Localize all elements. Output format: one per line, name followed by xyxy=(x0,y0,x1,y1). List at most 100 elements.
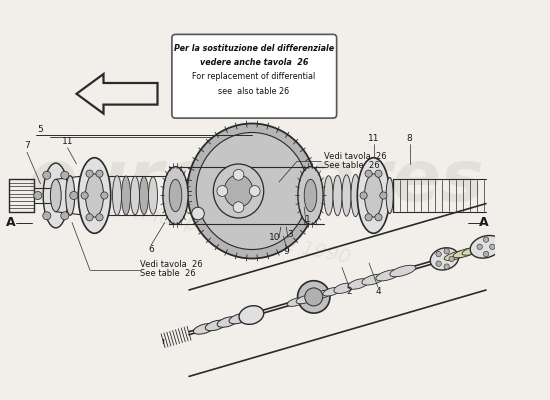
Text: 7: 7 xyxy=(24,142,30,150)
Ellipse shape xyxy=(470,236,502,258)
Text: eurospares: eurospares xyxy=(27,148,484,216)
Circle shape xyxy=(233,202,244,213)
Circle shape xyxy=(60,212,69,220)
Ellipse shape xyxy=(444,250,469,260)
Text: see  also table 26: see also table 26 xyxy=(218,88,289,96)
Ellipse shape xyxy=(314,290,331,298)
Circle shape xyxy=(360,192,367,199)
Ellipse shape xyxy=(213,164,263,218)
Circle shape xyxy=(365,214,372,221)
Text: vedere anche tavola  26: vedere anche tavola 26 xyxy=(200,58,308,67)
Circle shape xyxy=(101,192,108,199)
Ellipse shape xyxy=(305,288,323,306)
Ellipse shape xyxy=(78,158,111,233)
Text: 10: 10 xyxy=(269,233,280,242)
Circle shape xyxy=(436,252,441,257)
Ellipse shape xyxy=(85,174,103,217)
Ellipse shape xyxy=(324,176,333,215)
Circle shape xyxy=(43,171,51,179)
Circle shape xyxy=(86,170,93,177)
Ellipse shape xyxy=(287,298,305,306)
Ellipse shape xyxy=(130,176,140,215)
Ellipse shape xyxy=(351,174,360,217)
Ellipse shape xyxy=(113,176,122,215)
Ellipse shape xyxy=(122,176,130,215)
Text: 6: 6 xyxy=(148,245,154,254)
Circle shape xyxy=(96,214,103,221)
Circle shape xyxy=(483,251,489,257)
Circle shape xyxy=(365,170,372,177)
Text: 11: 11 xyxy=(368,134,380,143)
Text: 8: 8 xyxy=(406,134,412,143)
Circle shape xyxy=(43,212,51,220)
Ellipse shape xyxy=(323,288,340,296)
Ellipse shape xyxy=(386,178,393,214)
Ellipse shape xyxy=(298,167,323,224)
Ellipse shape xyxy=(453,248,477,258)
Text: Vedi tavola  26: Vedi tavola 26 xyxy=(140,260,202,269)
Ellipse shape xyxy=(169,179,182,212)
Circle shape xyxy=(375,170,382,177)
Ellipse shape xyxy=(333,175,342,216)
Ellipse shape xyxy=(362,274,384,285)
Text: 9: 9 xyxy=(283,247,289,256)
Ellipse shape xyxy=(239,306,264,324)
Circle shape xyxy=(96,170,103,177)
Circle shape xyxy=(86,214,93,221)
FancyBboxPatch shape xyxy=(172,34,337,118)
Text: a passion for parts. since 1990: a passion for parts. since 1990 xyxy=(54,186,352,268)
Text: Per la sostituzione del differenziale: Per la sostituzione del differenziale xyxy=(174,44,334,53)
Text: 2: 2 xyxy=(346,287,352,296)
Ellipse shape xyxy=(148,177,157,214)
Circle shape xyxy=(70,192,78,200)
Circle shape xyxy=(444,264,449,269)
Circle shape xyxy=(60,171,69,179)
Text: A: A xyxy=(6,216,15,229)
Ellipse shape xyxy=(65,176,75,215)
Ellipse shape xyxy=(342,175,351,216)
Circle shape xyxy=(477,244,482,250)
Text: See table  26: See table 26 xyxy=(324,161,380,170)
Circle shape xyxy=(436,261,441,266)
Ellipse shape xyxy=(43,163,68,228)
Text: A: A xyxy=(478,216,488,229)
Ellipse shape xyxy=(358,158,390,233)
Ellipse shape xyxy=(365,174,382,217)
Ellipse shape xyxy=(430,248,459,270)
Ellipse shape xyxy=(390,265,416,277)
Ellipse shape xyxy=(224,175,253,207)
Circle shape xyxy=(34,192,42,200)
Ellipse shape xyxy=(217,317,238,327)
Text: See table  26: See table 26 xyxy=(140,269,195,278)
Ellipse shape xyxy=(304,179,317,212)
Ellipse shape xyxy=(462,245,486,255)
Text: 4: 4 xyxy=(375,287,381,296)
Circle shape xyxy=(233,169,244,180)
Circle shape xyxy=(490,244,495,250)
Ellipse shape xyxy=(196,132,308,250)
Ellipse shape xyxy=(348,279,369,289)
Text: 3: 3 xyxy=(287,230,293,239)
Ellipse shape xyxy=(298,281,330,313)
Circle shape xyxy=(444,248,449,254)
Ellipse shape xyxy=(140,176,148,214)
Ellipse shape xyxy=(376,270,400,281)
Ellipse shape xyxy=(229,313,250,324)
Circle shape xyxy=(249,186,260,196)
Circle shape xyxy=(192,207,204,220)
Circle shape xyxy=(217,186,228,196)
Ellipse shape xyxy=(194,324,214,334)
Text: 1: 1 xyxy=(305,215,311,224)
Circle shape xyxy=(483,237,489,242)
Circle shape xyxy=(375,214,382,221)
Ellipse shape xyxy=(334,283,353,294)
Ellipse shape xyxy=(205,320,226,331)
Text: 11: 11 xyxy=(62,137,73,146)
Circle shape xyxy=(380,192,387,199)
Circle shape xyxy=(81,192,88,199)
Circle shape xyxy=(449,256,454,262)
Text: For replacement of differential: For replacement of differential xyxy=(192,72,316,81)
Text: 5: 5 xyxy=(37,125,43,134)
Text: Vedi tavola  26: Vedi tavola 26 xyxy=(324,152,387,161)
Ellipse shape xyxy=(187,124,317,258)
